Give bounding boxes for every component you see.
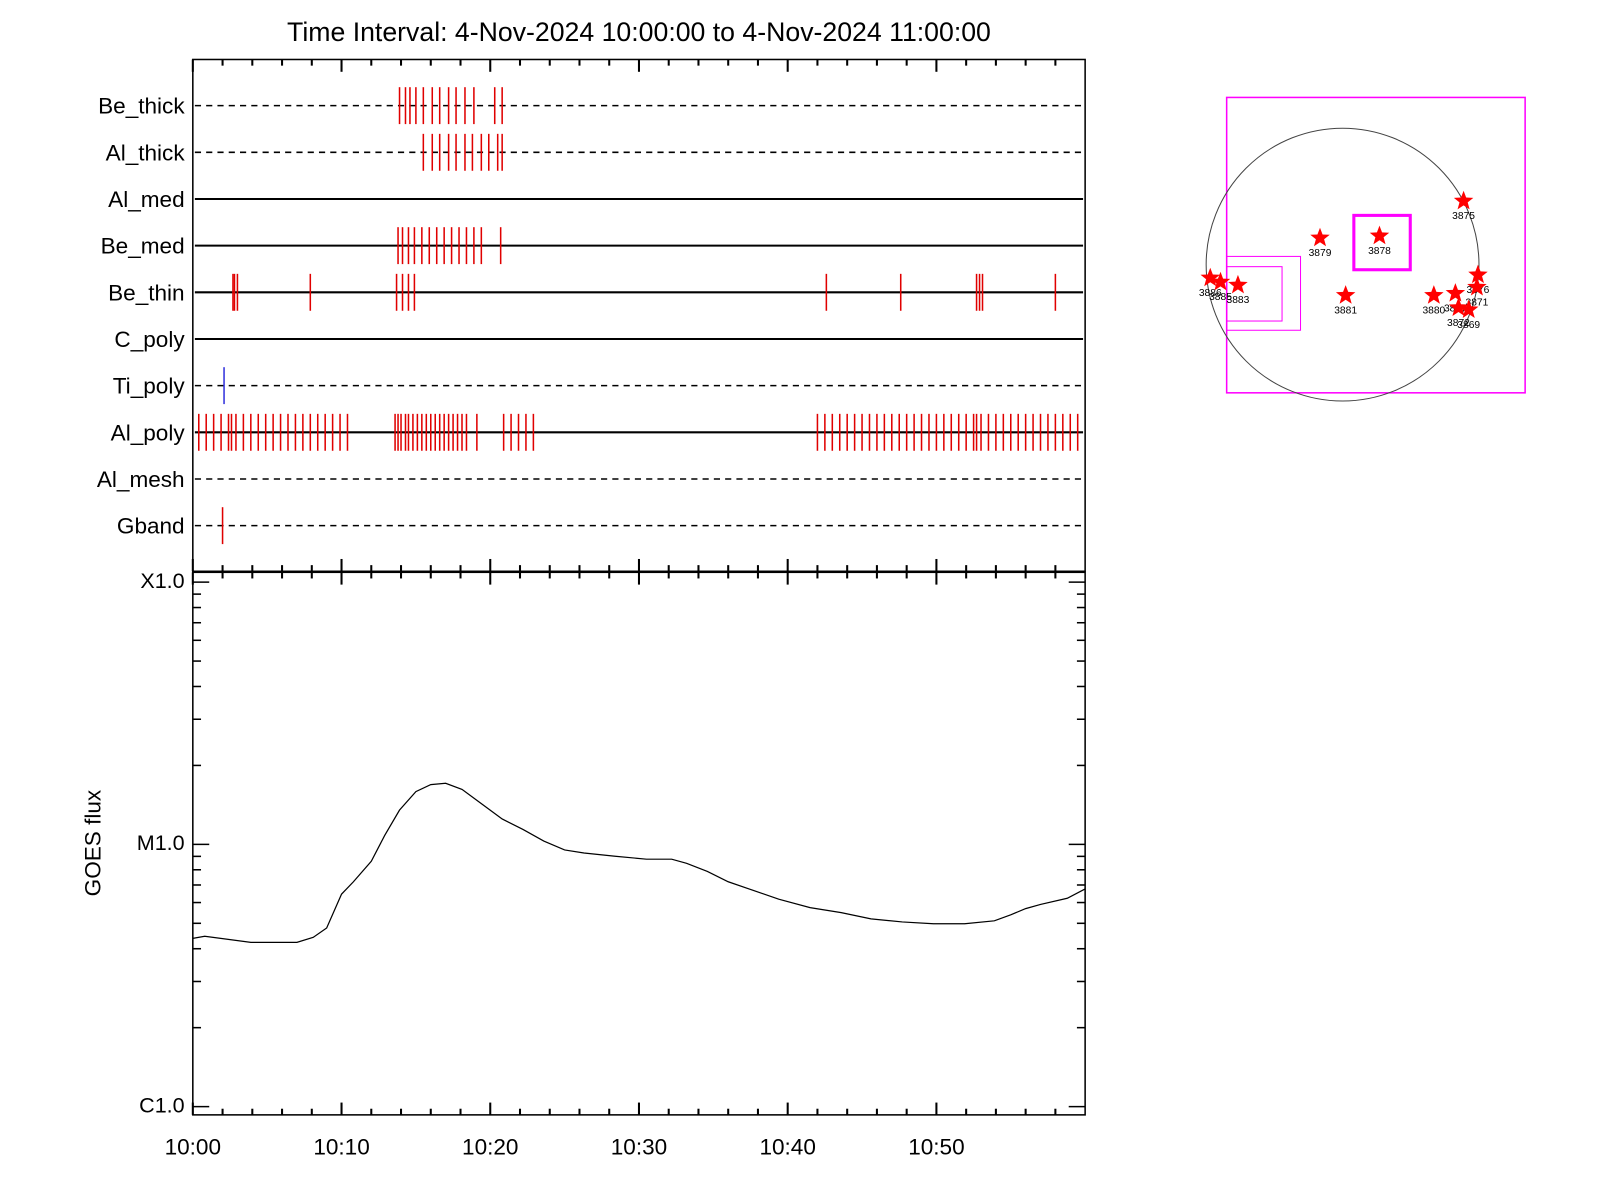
x-tick-label: 10:30 [611, 1135, 667, 1160]
row-label: Al_med [108, 187, 184, 212]
region-label: 3872 [1447, 318, 1470, 329]
row-label: Ti_poly [113, 374, 186, 399]
y-axis-label: GOES flux [80, 789, 105, 896]
region-marker [1335, 285, 1356, 304]
region-marker [1458, 299, 1479, 319]
plot-frame [192, 571, 1086, 1116]
chart-title: Time Interval: 4-Nov-2024 10:00:00 to 4-… [287, 17, 991, 47]
flux-line [192, 782, 1086, 943]
region-label: 3879 [1309, 248, 1332, 259]
row-label: C_poly [114, 327, 185, 352]
fov-box [1226, 255, 1302, 331]
x-tick-label: 10:20 [462, 1135, 518, 1160]
region-label: 3878 [1368, 246, 1391, 257]
region-marker [1210, 271, 1231, 291]
region-label: 3880 [1422, 305, 1445, 316]
y-tick-label: M1.0 [137, 831, 185, 855]
event-panel-frame [192, 58, 1086, 573]
region-marker [1200, 267, 1220, 287]
row-label: Al_poly [111, 420, 186, 445]
x-tick-label: 10:50 [908, 1135, 964, 1160]
region-marker [1445, 283, 1466, 302]
region-marker [1310, 227, 1330, 247]
x-tick-label: 10:10 [313, 1135, 369, 1160]
region-marker [1468, 264, 1488, 284]
fov-box [1225, 96, 1526, 394]
region-label: 3871 [1466, 297, 1489, 308]
row-label: Gband [117, 514, 185, 539]
region-marker [1424, 285, 1444, 304]
row-label: Be_thin [108, 280, 184, 305]
row-label: Be_med [101, 234, 185, 259]
y-tick-label: C1.0 [139, 1093, 184, 1117]
row-label: Al_thick [106, 140, 186, 165]
region-marker [1453, 190, 1474, 210]
region-label: 3885 [1209, 292, 1232, 303]
fov-box [1226, 266, 1283, 322]
region-marker [1369, 225, 1390, 245]
x-tick-label: 10:40 [759, 1135, 815, 1160]
region-label: 3881 [1334, 305, 1357, 316]
region-marker [1228, 274, 1248, 294]
row-label: Al_mesh [97, 467, 185, 492]
solar-limb [1205, 127, 1480, 402]
region-label: 3883 [1227, 295, 1250, 306]
y-tick-label: X1.0 [140, 569, 184, 593]
fov-box [1352, 213, 1412, 272]
row-label: Be_thick [98, 94, 185, 119]
region-marker [1448, 297, 1469, 316]
region-label: 3869 [1457, 320, 1480, 331]
region-marker [1467, 276, 1487, 296]
region-label: 3875 [1452, 211, 1475, 222]
x-tick-label: 10:00 [165, 1135, 221, 1160]
region-label: 3886 [1199, 288, 1222, 299]
